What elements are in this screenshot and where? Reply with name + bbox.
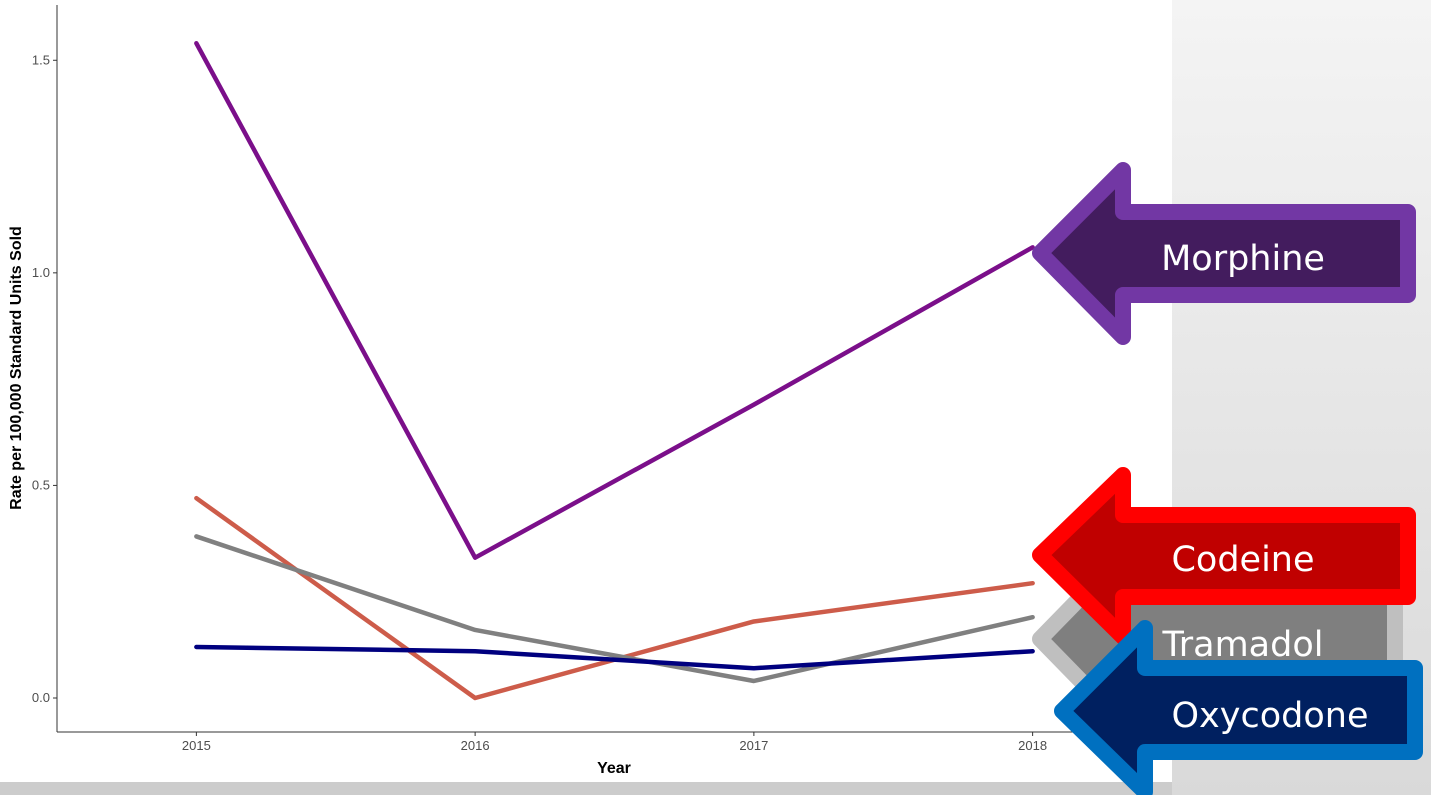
y-tick-label: 1.0 xyxy=(32,265,50,280)
x-tick-label: 2017 xyxy=(739,738,768,753)
y-tick-label: 1.5 xyxy=(32,52,50,67)
x-tick-label: 2018 xyxy=(1018,738,1047,753)
x-tick-label: 2016 xyxy=(461,738,490,753)
callout-oxycodone-label: Oxycodone xyxy=(1172,696,1369,736)
series-line-tramadol xyxy=(194,534,1035,684)
callout-codeine-arrow xyxy=(1032,467,1416,645)
series-line-codeine xyxy=(194,495,1035,701)
series-line-morphine xyxy=(194,41,1035,560)
callout-tramadol-label: Tramadol xyxy=(1162,625,1324,665)
series-line-oxycodone xyxy=(194,644,1035,671)
bottom-band xyxy=(0,782,1172,795)
y-axis-title: Rate per 100,000 Standard Units Sold xyxy=(8,226,25,510)
callout-codeine: Codeine xyxy=(1032,467,1416,645)
series-lines xyxy=(194,41,1035,701)
callout-oxycodone-arrow xyxy=(1054,620,1423,795)
x-axis-ticks: 2015 2016 2017 2018 xyxy=(182,732,1047,753)
line-chart: 0.0 0.5 1.0 1.5 2015 2016 2017 2018 Year Rate … xyxy=(8,5,1172,777)
callout-codeine-label: Codeine xyxy=(1171,540,1314,580)
y-tick-label: 0.5 xyxy=(32,477,50,492)
callout-morphine-arrow xyxy=(1032,162,1416,345)
y-tick-label: 0.0 xyxy=(32,690,50,705)
y-axis-ticks: 0.0 0.5 1.0 1.5 xyxy=(32,52,57,705)
x-axis-title: Year xyxy=(597,760,631,777)
x-tick-label: 2015 xyxy=(182,738,211,753)
callout-oxycodone: Oxycodone xyxy=(1054,620,1423,795)
callout-morphine-label: Morphine xyxy=(1161,239,1325,279)
callout-morphine: Morphine xyxy=(1032,162,1416,345)
series-callouts: Tramadol Morphine Codeine Oxycodone xyxy=(1032,162,1423,795)
